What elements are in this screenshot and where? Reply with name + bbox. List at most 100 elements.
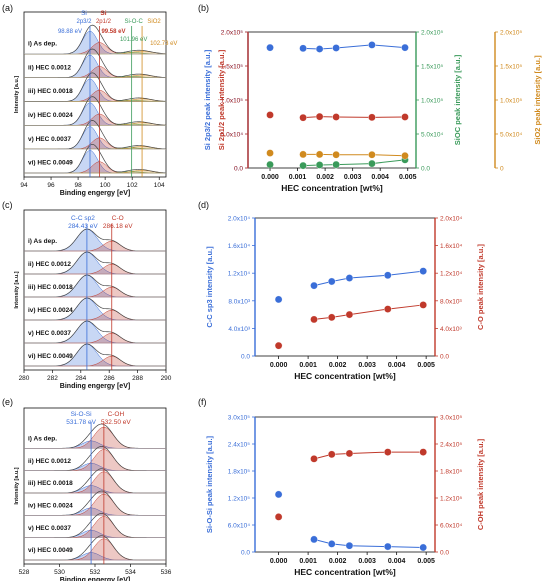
spectrum-series-label: ii) HEC 0.0012 bbox=[28, 64, 71, 71]
peak-label: Si bbox=[100, 10, 106, 17]
peak-value-label: 531.78 eV bbox=[66, 419, 96, 426]
y-tick-label: 1.6x10⁴ bbox=[228, 243, 251, 250]
y-tick-label: 8.0x10³ bbox=[228, 298, 251, 305]
peak-label: C-OH bbox=[108, 411, 125, 418]
data-point bbox=[419, 448, 427, 456]
x-tick-label: 94 bbox=[20, 182, 28, 189]
x-axis-label: HEC concentration [wt%] bbox=[294, 567, 396, 577]
data-point bbox=[419, 301, 427, 309]
panel-label: (b) bbox=[198, 3, 209, 13]
spectrum-series-label: iv) HEC 0.0024 bbox=[28, 503, 73, 510]
data-point bbox=[274, 295, 283, 304]
data-point bbox=[315, 161, 324, 169]
data-point bbox=[419, 543, 427, 552]
data-point bbox=[332, 160, 340, 169]
data-point bbox=[327, 313, 336, 322]
y-tick-label: 8.0x10³ bbox=[440, 298, 463, 305]
y-tick-label: 0.0 bbox=[241, 550, 250, 557]
x-tick-label: 0.005 bbox=[399, 174, 417, 181]
y-tick-label: 1.5x10⁵ bbox=[421, 64, 444, 71]
x-tick-label: 0.000 bbox=[270, 558, 288, 565]
peak-sublabel: 2p3/2 bbox=[76, 19, 92, 25]
x-tick-label: 0.000 bbox=[261, 174, 279, 181]
x-tick-label: 98 bbox=[74, 182, 82, 189]
peak-sublabel: 2p1/2 bbox=[96, 19, 112, 25]
spectrum-series-label: v) HEC 0.0037 bbox=[28, 525, 71, 532]
data-point bbox=[345, 541, 354, 550]
x-tick-label: 0.001 bbox=[289, 174, 307, 181]
data-point bbox=[299, 161, 307, 170]
data-point bbox=[310, 535, 318, 544]
y-tick-label: 1.0x10⁵ bbox=[421, 98, 444, 105]
panel-label: (a) bbox=[2, 3, 13, 13]
plot-frame bbox=[247, 31, 417, 169]
x-tick-label: 0.000 bbox=[270, 362, 288, 369]
y-tick-label: 2.0x10⁴ bbox=[440, 216, 463, 223]
y-tick-label: 0.0 bbox=[234, 166, 243, 173]
y-tick-label: 2.0x10⁵ bbox=[221, 30, 244, 37]
panel-label: (d) bbox=[198, 200, 209, 210]
data-point bbox=[327, 277, 336, 286]
data-point bbox=[401, 43, 409, 52]
y-tick-label: 0.0 bbox=[440, 354, 449, 361]
x-tick-label: 536 bbox=[161, 569, 172, 576]
peak-value-label: 98.88 eV bbox=[58, 29, 82, 35]
x-tick-label: 530 bbox=[54, 569, 65, 576]
data-point bbox=[315, 150, 324, 159]
x-tick-label: 288 bbox=[132, 375, 143, 382]
x-tick-label: 104 bbox=[154, 182, 165, 189]
peak-value-label: 532.50 eV bbox=[101, 419, 131, 426]
y-tick-label: 6.0x10⁴ bbox=[228, 523, 251, 530]
x-axis-label: Binding engergy [eV] bbox=[60, 190, 130, 197]
y-axis-label: Si 2p3/2 peak intensity [a.u.] bbox=[203, 49, 212, 150]
data-point bbox=[368, 41, 376, 49]
y-tick-label: 1.2x10⁴ bbox=[228, 271, 251, 278]
data-point bbox=[315, 112, 324, 121]
y-axis-label: Intensity [a.u.] bbox=[14, 271, 20, 308]
y-axis-label: Si-O-Si peak intensity [a.u.] bbox=[205, 435, 214, 533]
y-axis-label: C-O peak intensity [a.u.] bbox=[476, 244, 485, 330]
data-point bbox=[327, 540, 336, 548]
x-axis-label: Binding engergy [eV] bbox=[60, 577, 130, 581]
y-tick-label: 2.0x10⁵ bbox=[221, 30, 244, 37]
y-tick-label: 0.0 bbox=[234, 166, 243, 173]
x-tick-label: 284 bbox=[75, 375, 86, 382]
peak-value-label: 286.18 eV bbox=[103, 223, 133, 230]
y-tick-label: 1.6x10⁴ bbox=[440, 243, 463, 250]
y-tick-label: 1.0x10⁵ bbox=[500, 98, 523, 105]
x-tick-label: 102 bbox=[127, 182, 138, 189]
x-tick-label: 0.004 bbox=[371, 174, 389, 181]
spectrum-series-label: iii) HEC 0.0018 bbox=[28, 480, 73, 487]
x-tick-label: 532 bbox=[90, 569, 101, 576]
y-tick-label: 0.0 bbox=[440, 550, 449, 557]
y-axis-label: SiOC peak intensity [a.u.] bbox=[453, 54, 462, 145]
data-point bbox=[266, 111, 274, 119]
data-point bbox=[332, 44, 340, 52]
x-tick-label: 286 bbox=[104, 375, 115, 382]
x-axis-label: HEC concentration [wt%] bbox=[294, 371, 396, 381]
data-point bbox=[345, 310, 354, 319]
x-tick-label: 0.003 bbox=[358, 558, 376, 565]
y-tick-label: 3.0x10⁵ bbox=[228, 415, 251, 422]
y-axis-label: SiO2 peak intensity [a.u.] bbox=[533, 55, 542, 145]
data-point bbox=[266, 160, 274, 169]
y-tick-label: 2.4x10⁵ bbox=[228, 442, 251, 449]
y-tick-label: 1.2x10⁵ bbox=[228, 496, 251, 503]
y-tick-label: 1.2x10⁵ bbox=[440, 496, 463, 503]
spectrum-series-label: i) As dep. bbox=[28, 436, 57, 443]
x-tick-label: 280 bbox=[19, 375, 30, 382]
x-axis-label: Binding engergy [eV] bbox=[60, 383, 130, 390]
data-point bbox=[274, 341, 283, 350]
data-point bbox=[368, 150, 376, 159]
spectrum-series-label: iv) HEC 0.0024 bbox=[28, 112, 73, 119]
y-tick-label: 1.8x10⁵ bbox=[440, 469, 463, 476]
x-tick-label: 0.005 bbox=[417, 558, 435, 565]
x-tick-label: 0.003 bbox=[358, 362, 376, 369]
data-point bbox=[383, 448, 392, 456]
data-point bbox=[345, 449, 354, 458]
x-tick-label: 96 bbox=[47, 182, 55, 189]
data-point bbox=[383, 271, 392, 280]
data-point bbox=[345, 274, 354, 282]
plot-frame bbox=[23, 11, 167, 178]
